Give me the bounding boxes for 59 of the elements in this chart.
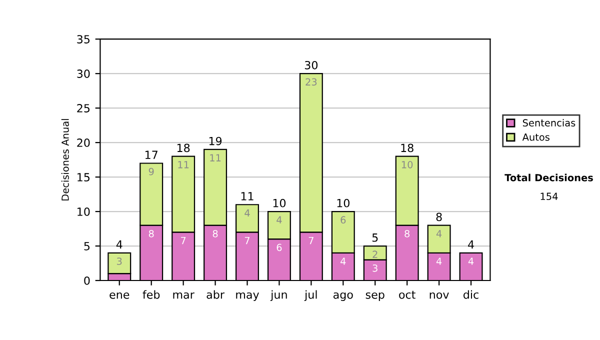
total-label: 18	[177, 144, 190, 152]
text: 154	[540, 192, 558, 200]
data-label: 2	[372, 250, 378, 258]
data-label: 6	[276, 244, 282, 252]
data-label: 4	[340, 258, 346, 265]
data-label: 10	[402, 161, 413, 168]
y-tick-label: 20	[77, 138, 90, 147]
total-label: 30	[304, 60, 318, 70]
x-tick-label: may	[236, 292, 260, 301]
x-tick-label: mar	[173, 292, 194, 299]
x-tick-label: sep	[366, 292, 384, 301]
data-label: 8	[212, 230, 218, 238]
legend-label: Autos	[522, 134, 550, 141]
x-tick-label: ene	[110, 292, 130, 299]
y-tick-label: 25	[77, 104, 90, 112]
total-label: 18	[401, 144, 414, 152]
total-label: 10	[337, 198, 350, 208]
data-label: 4	[436, 258, 442, 265]
data-label: 4	[436, 230, 442, 238]
data-label: 8	[148, 230, 154, 238]
data-label: 7	[181, 237, 186, 244]
total-label: 17	[146, 150, 158, 159]
total-label: 5	[372, 234, 378, 242]
total-label: 4	[468, 240, 474, 249]
legend-label: Sentencias	[522, 118, 576, 127]
y-tick-label: 15	[78, 173, 90, 182]
total-label: 10	[273, 198, 286, 208]
data-label: 8	[404, 230, 410, 238]
total-label: 4	[116, 240, 122, 249]
x-tick-label: jul	[304, 290, 317, 301]
y-tick-label: 35	[77, 35, 90, 44]
data-label: 23	[306, 78, 317, 86]
y-tick-label: 30	[77, 70, 90, 78]
data-label: 9	[148, 168, 154, 176]
data-label: 7	[244, 237, 250, 244]
y-tick-label: 5	[84, 242, 90, 250]
data-label: 3	[372, 264, 378, 272]
x-tick-label: ago	[333, 292, 353, 301]
y-tick-label: 10	[78, 208, 90, 216]
data-label: 6	[340, 216, 346, 224]
data-label: 11	[210, 154, 221, 162]
total-label: 8	[436, 212, 442, 222]
total-label: 11	[241, 192, 254, 200]
x-tick-label: jun	[270, 290, 287, 301]
data-label: 11	[178, 161, 189, 168]
data-label: 4	[244, 209, 250, 216]
x-tick-label: oct	[399, 290, 416, 299]
text: Total Decisiones	[504, 174, 593, 182]
y-tick-label: 0	[84, 276, 90, 285]
data-label: 4	[468, 258, 474, 265]
y-axis-title: Decisiones Anual	[61, 119, 69, 200]
x-tick-label: nov	[430, 292, 449, 299]
x-tick-label: dic	[464, 290, 478, 299]
x-tick-label: feb	[142, 290, 160, 299]
total-label: 19	[209, 136, 222, 146]
data-label: 3	[117, 258, 122, 265]
data-label: 7	[308, 237, 314, 244]
x-tick-label: abr	[206, 290, 224, 299]
data-label: 4	[276, 216, 282, 224]
